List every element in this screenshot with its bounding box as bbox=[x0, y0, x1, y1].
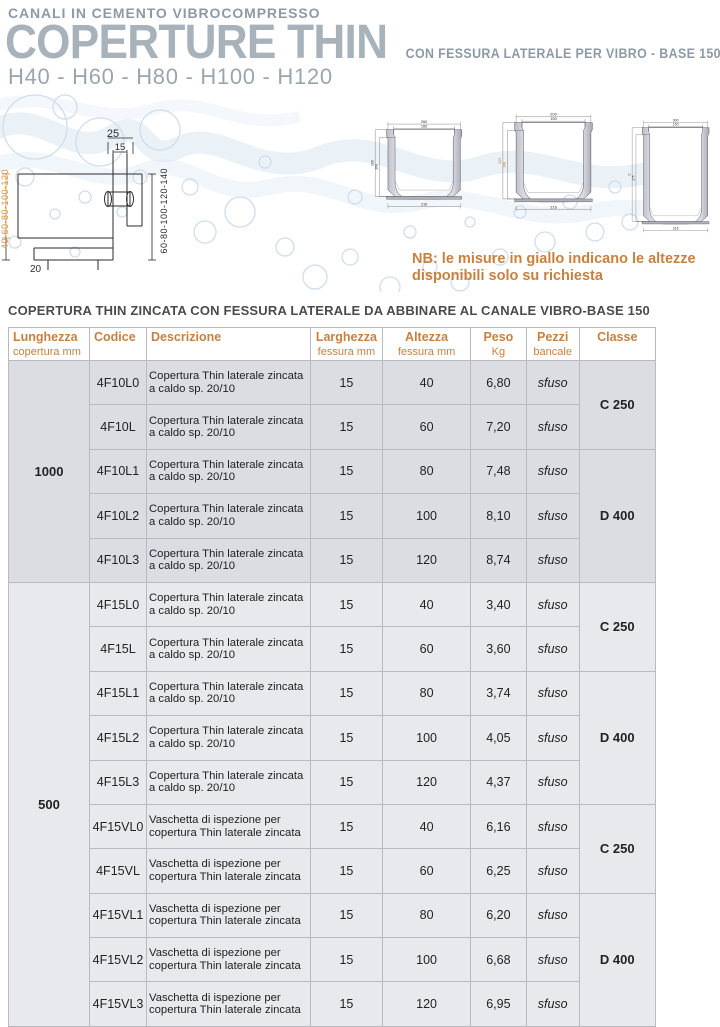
svg-text:15: 15 bbox=[115, 142, 126, 153]
svg-text:150: 150 bbox=[673, 122, 679, 126]
svg-text:200: 200 bbox=[370, 160, 374, 166]
svg-text:225: 225 bbox=[498, 158, 502, 164]
svg-text:30: 30 bbox=[628, 173, 632, 177]
svg-text:25: 25 bbox=[107, 128, 119, 140]
svg-text:300: 300 bbox=[673, 119, 679, 123]
svg-text:150: 150 bbox=[550, 116, 557, 121]
svg-text:216: 216 bbox=[673, 227, 679, 231]
svg-text:275: 275 bbox=[631, 175, 635, 180]
svg-text:168: 168 bbox=[502, 162, 506, 168]
svg-text:216: 216 bbox=[550, 204, 557, 209]
svg-text:20: 20 bbox=[30, 264, 42, 275]
svg-text:168: 168 bbox=[375, 164, 379, 170]
svg-text:160: 160 bbox=[421, 123, 427, 128]
svg-text:216: 216 bbox=[421, 201, 427, 206]
